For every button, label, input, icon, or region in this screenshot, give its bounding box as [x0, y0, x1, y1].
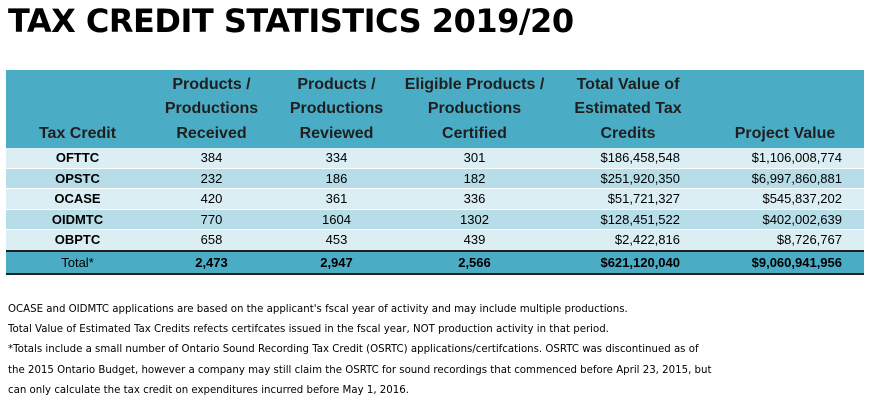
cell-tax-value: $251,920,350 — [550, 168, 706, 189]
cell-received: 384 — [149, 148, 274, 169]
tax-credit-table: Tax Credit Products / Productions Receiv… — [6, 70, 864, 275]
total-project-value: $9,060,941,956 — [706, 249, 864, 275]
table-row: OIDMTC 770 1604 1302 $128,451,522 $402,0… — [6, 209, 864, 230]
footnote-line: OCASE and OIDMTC applications are based … — [8, 304, 628, 315]
footnote-line: can only calculate the tax credit on exp… — [8, 384, 409, 396]
cell-credit: OFTTC — [6, 148, 149, 169]
table-row: OFTTC 384 334 301 $186,458,548 $1,106,00… — [6, 148, 864, 169]
footnote-line: Total Value of Estimated Tax Credits ref… — [8, 324, 609, 336]
cell-certified: 182 — [399, 168, 550, 189]
cell-reviewed: 334 — [274, 148, 399, 169]
total-reviewed: 2,947 — [274, 249, 399, 275]
cell-project-value: $402,002,639 — [706, 209, 864, 230]
cell-reviewed: 453 — [274, 229, 399, 251]
cell-tax-value: $51,721,327 — [550, 188, 706, 210]
cell-project-value: $545,837,202 — [706, 188, 864, 210]
header-project-value: Project Value — [706, 70, 864, 148]
total-received: 2,473 — [149, 249, 274, 275]
total-label: Total* — [6, 249, 149, 275]
cell-tax-value: $2,422,816 — [550, 229, 706, 251]
header-certified: Eligible Products / Productions Certifie… — [399, 70, 550, 148]
cell-received: 658 — [149, 229, 274, 251]
footnote-line: the 2015 Ontario Budget, however a compa… — [8, 364, 712, 376]
total-certified: 2,566 — [399, 249, 550, 275]
footnote-line: *Totals include a small number of Ontari… — [8, 344, 699, 356]
cell-certified: 336 — [399, 188, 550, 210]
cell-tax-value: $186,458,548 — [550, 148, 706, 169]
table-row: OBPTC 658 453 439 $2,422,816 $8,726,767 — [6, 229, 864, 251]
table-header-row: Tax Credit Products / Productions Receiv… — [6, 70, 864, 148]
header-received: Products / Productions Received — [149, 70, 274, 148]
footnotes: OCASE and OIDMTC applications are based … — [8, 300, 868, 401]
cell-received: 770 — [149, 209, 274, 230]
cell-reviewed: 186 — [274, 168, 399, 189]
cell-project-value: $6,997,860,881 — [706, 168, 864, 189]
cell-credit: OBPTC — [6, 229, 149, 251]
cell-certified: 1302 — [399, 209, 550, 230]
cell-credit: OPSTC — [6, 168, 149, 189]
total-tax-value: $621,120,040 — [550, 249, 706, 275]
cell-project-value: $8,726,767 — [706, 229, 864, 251]
table-row: OPSTC 232 186 182 $251,920,350 $6,997,86… — [6, 168, 864, 189]
cell-project-value: $1,106,008,774 — [706, 148, 864, 169]
header-tax-value: Total Value of Estimated Tax Credits — [550, 70, 706, 148]
page-title: TAX CREDIT STATISTICS 2019/20 — [8, 2, 574, 40]
cell-tax-value: $128,451,522 — [550, 209, 706, 230]
cell-reviewed: 361 — [274, 188, 399, 210]
cell-credit: OIDMTC — [6, 209, 149, 230]
cell-certified: 439 — [399, 229, 550, 251]
cell-credit: OCASE — [6, 188, 149, 210]
cell-reviewed: 1604 — [274, 209, 399, 230]
header-reviewed: Products / Productions Reviewed — [274, 70, 399, 148]
cell-received: 232 — [149, 168, 274, 189]
table-row: OCASE 420 361 336 $51,721,327 $545,837,2… — [6, 188, 864, 210]
cell-certified: 301 — [399, 148, 550, 169]
total-row: Total* 2,473 2,947 2,566 $621,120,040 $9… — [6, 249, 864, 275]
header-tax-credit: Tax Credit — [6, 70, 149, 148]
cell-received: 420 — [149, 188, 274, 210]
